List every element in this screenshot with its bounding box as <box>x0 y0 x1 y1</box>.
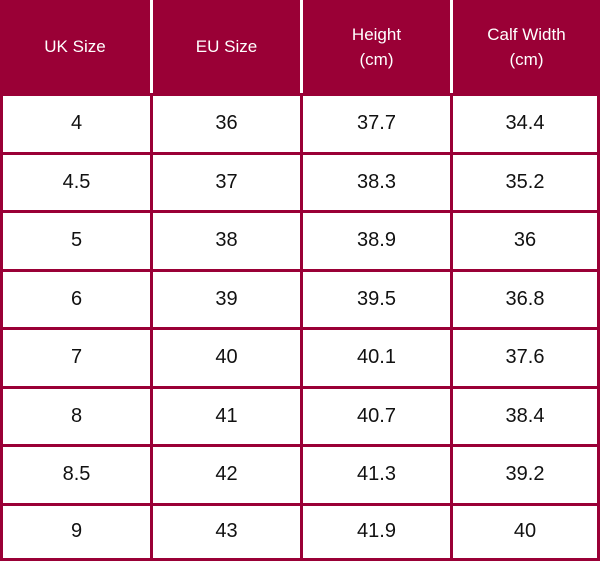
cell-height: 38.9 <box>300 210 450 269</box>
cell-height: 41.9 <box>300 502 450 561</box>
cell-uk-size: 4.5 <box>0 151 150 210</box>
cell-eu-size: 37 <box>150 151 300 210</box>
cell-uk-size: 8 <box>0 385 150 444</box>
cell-height: 39.5 <box>300 268 450 327</box>
cell-calf-width: 36 <box>450 210 600 269</box>
cell-uk-size: 5 <box>0 210 150 269</box>
header-height-label: Height <box>351 24 402 44</box>
cell-calf-width: 35.2 <box>450 151 600 210</box>
header-uk-size-label: UK Size <box>44 37 106 56</box>
header-calf-width-label: Calf Width <box>487 24 566 44</box>
cell-uk-size: 9 <box>0 502 150 561</box>
cell-height: 41.3 <box>300 444 450 503</box>
header-uk-size: UK Size <box>0 0 150 93</box>
cell-calf-width: 39.2 <box>450 444 600 503</box>
header-eu-size-label: EU Size <box>195 37 258 56</box>
table-row: 8.5 42 41.3 39.2 <box>0 444 600 503</box>
cell-eu-size: 40 <box>150 327 300 386</box>
header-calf-width-unit: (cm) <box>509 49 544 69</box>
cell-height: 38.3 <box>300 151 450 210</box>
cell-calf-width: 40 <box>450 502 600 561</box>
cell-eu-size: 39 <box>150 268 300 327</box>
cell-eu-size: 43 <box>150 502 300 561</box>
cell-uk-size: 7 <box>0 327 150 386</box>
header-calf-width: Calf Width (cm) <box>450 0 600 93</box>
cell-eu-size: 41 <box>150 385 300 444</box>
cell-uk-size: 4 <box>0 93 150 152</box>
cell-height: 37.7 <box>300 93 450 152</box>
cell-eu-size: 38 <box>150 210 300 269</box>
header-eu-size: EU Size <box>150 0 300 93</box>
table-row: 4 36 37.7 34.4 <box>0 93 600 152</box>
cell-eu-size: 42 <box>150 444 300 503</box>
cell-eu-size: 36 <box>150 93 300 152</box>
cell-calf-width: 38.4 <box>450 385 600 444</box>
header-row: UK Size EU Size Height (cm) Calf Width (… <box>0 0 600 93</box>
cell-height: 40.7 <box>300 385 450 444</box>
table-row: 8 41 40.7 38.4 <box>0 385 600 444</box>
cell-uk-size: 8.5 <box>0 444 150 503</box>
header-height: Height (cm) <box>300 0 450 93</box>
cell-calf-width: 36.8 <box>450 268 600 327</box>
cell-calf-width: 34.4 <box>450 93 600 152</box>
table-row: 4.5 37 38.3 35.2 <box>0 151 600 210</box>
table-row: 9 43 41.9 40 <box>0 502 600 561</box>
table-row: 7 40 40.1 37.6 <box>0 327 600 386</box>
header-height-unit: (cm) <box>359 49 394 69</box>
cell-uk-size: 6 <box>0 268 150 327</box>
cell-calf-width: 37.6 <box>450 327 600 386</box>
table-row: 5 38 38.9 36 <box>0 210 600 269</box>
table-row: 6 39 39.5 36.8 <box>0 268 600 327</box>
cell-height: 40.1 <box>300 327 450 386</box>
